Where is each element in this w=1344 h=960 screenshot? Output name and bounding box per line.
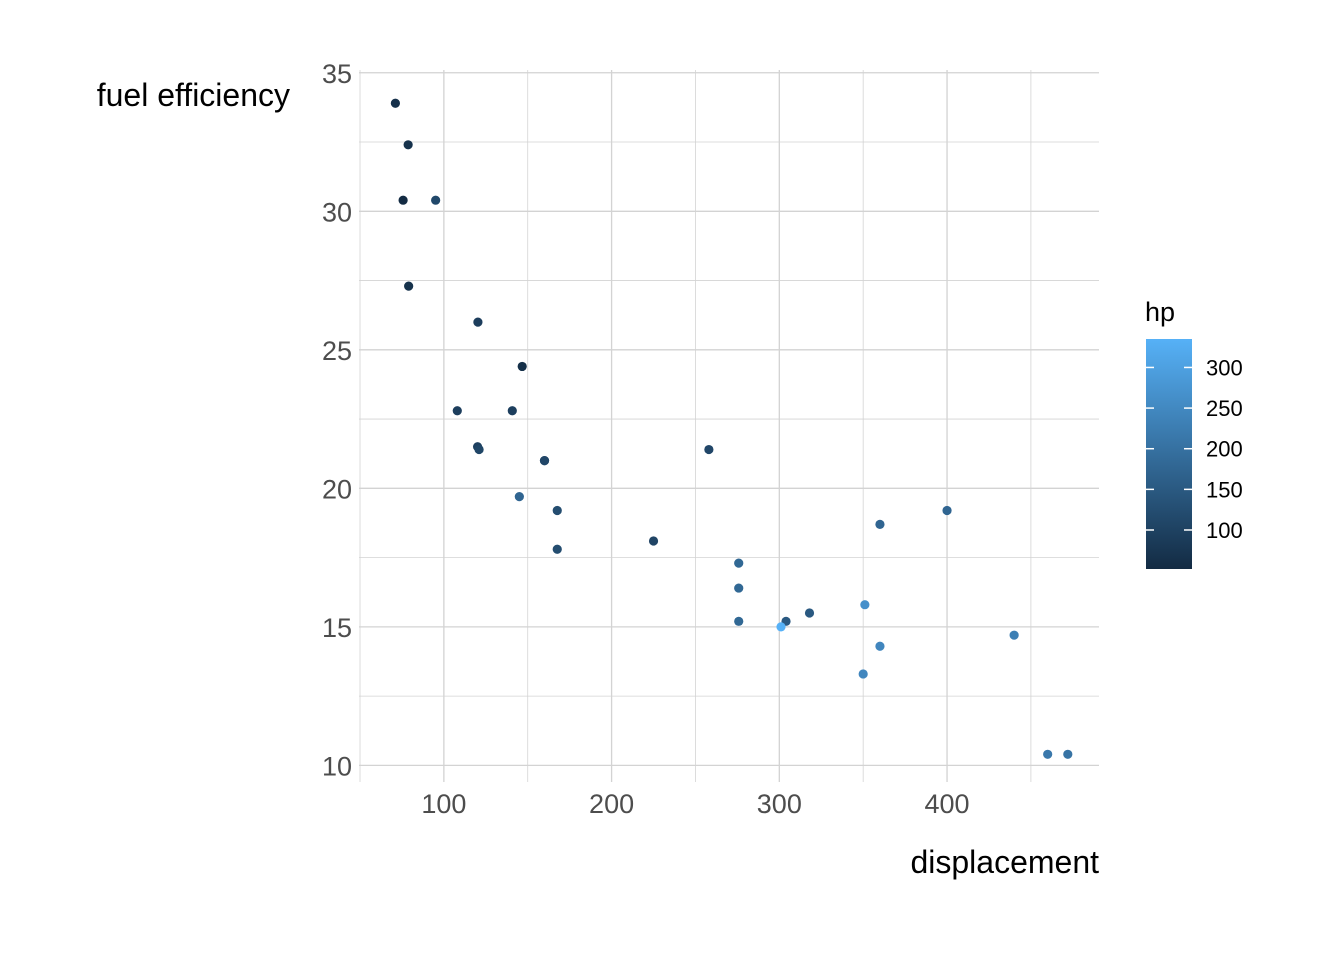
y-tick-label: 15 — [322, 613, 352, 643]
data-point — [1009, 630, 1019, 640]
data-point — [875, 519, 885, 529]
legend-tick-label: 150 — [1206, 477, 1243, 502]
data-point — [473, 317, 483, 327]
data-point — [404, 281, 414, 291]
x-tick-label: 100 — [421, 789, 466, 819]
legend-title: hp — [1145, 297, 1175, 327]
data-point — [734, 583, 744, 593]
data-point — [431, 195, 441, 205]
data-point — [942, 505, 952, 516]
data-point — [517, 361, 527, 372]
legend-tick-label: 300 — [1206, 355, 1243, 380]
x-tick-label: 400 — [925, 789, 970, 819]
data-point — [734, 616, 744, 626]
data-point — [552, 544, 562, 554]
y-tick-label: 10 — [322, 751, 352, 781]
x-tick-label: 300 — [757, 789, 802, 819]
y-axis-label: fuel efficiency — [97, 77, 290, 113]
data-point — [875, 641, 885, 651]
color-legend: hp 100 150 200 250 300 — [1145, 297, 1243, 569]
y-tick-label: 25 — [322, 336, 352, 366]
data-point — [734, 558, 744, 568]
data-point — [1043, 749, 1053, 759]
data-point — [452, 406, 462, 416]
data-point — [474, 444, 484, 455]
data-point — [507, 406, 517, 416]
legend-tick-label: 250 — [1206, 396, 1243, 421]
y-tick-label: 30 — [322, 197, 352, 227]
data-point — [858, 669, 868, 679]
data-point — [398, 195, 408, 205]
data-point — [514, 492, 524, 502]
y-tick-label: 20 — [322, 474, 352, 504]
legend-colorbar — [1146, 339, 1192, 569]
data-point — [539, 456, 550, 466]
legend-ticks: 100 150 200 250 300 — [1146, 355, 1243, 543]
data-point — [390, 98, 400, 108]
plot-grid — [359, 70, 1099, 782]
data-points — [390, 98, 1073, 759]
data-point — [648, 536, 659, 546]
data-point — [804, 608, 815, 618]
data-point — [403, 140, 413, 150]
legend-tick-label: 200 — [1206, 437, 1243, 462]
y-axis-ticks: 10 15 20 25 30 35 — [322, 59, 352, 782]
data-point — [1063, 749, 1073, 759]
x-axis-label: displacement — [910, 844, 1099, 880]
y-tick-label: 35 — [322, 59, 352, 89]
x-tick-label: 200 — [589, 789, 634, 819]
data-point — [552, 505, 562, 516]
legend-tick-label: 100 — [1206, 518, 1243, 543]
x-axis-ticks: 100 200 300 400 — [421, 789, 969, 819]
data-point — [860, 600, 870, 610]
data-point — [704, 444, 714, 455]
data-point — [776, 622, 786, 632]
